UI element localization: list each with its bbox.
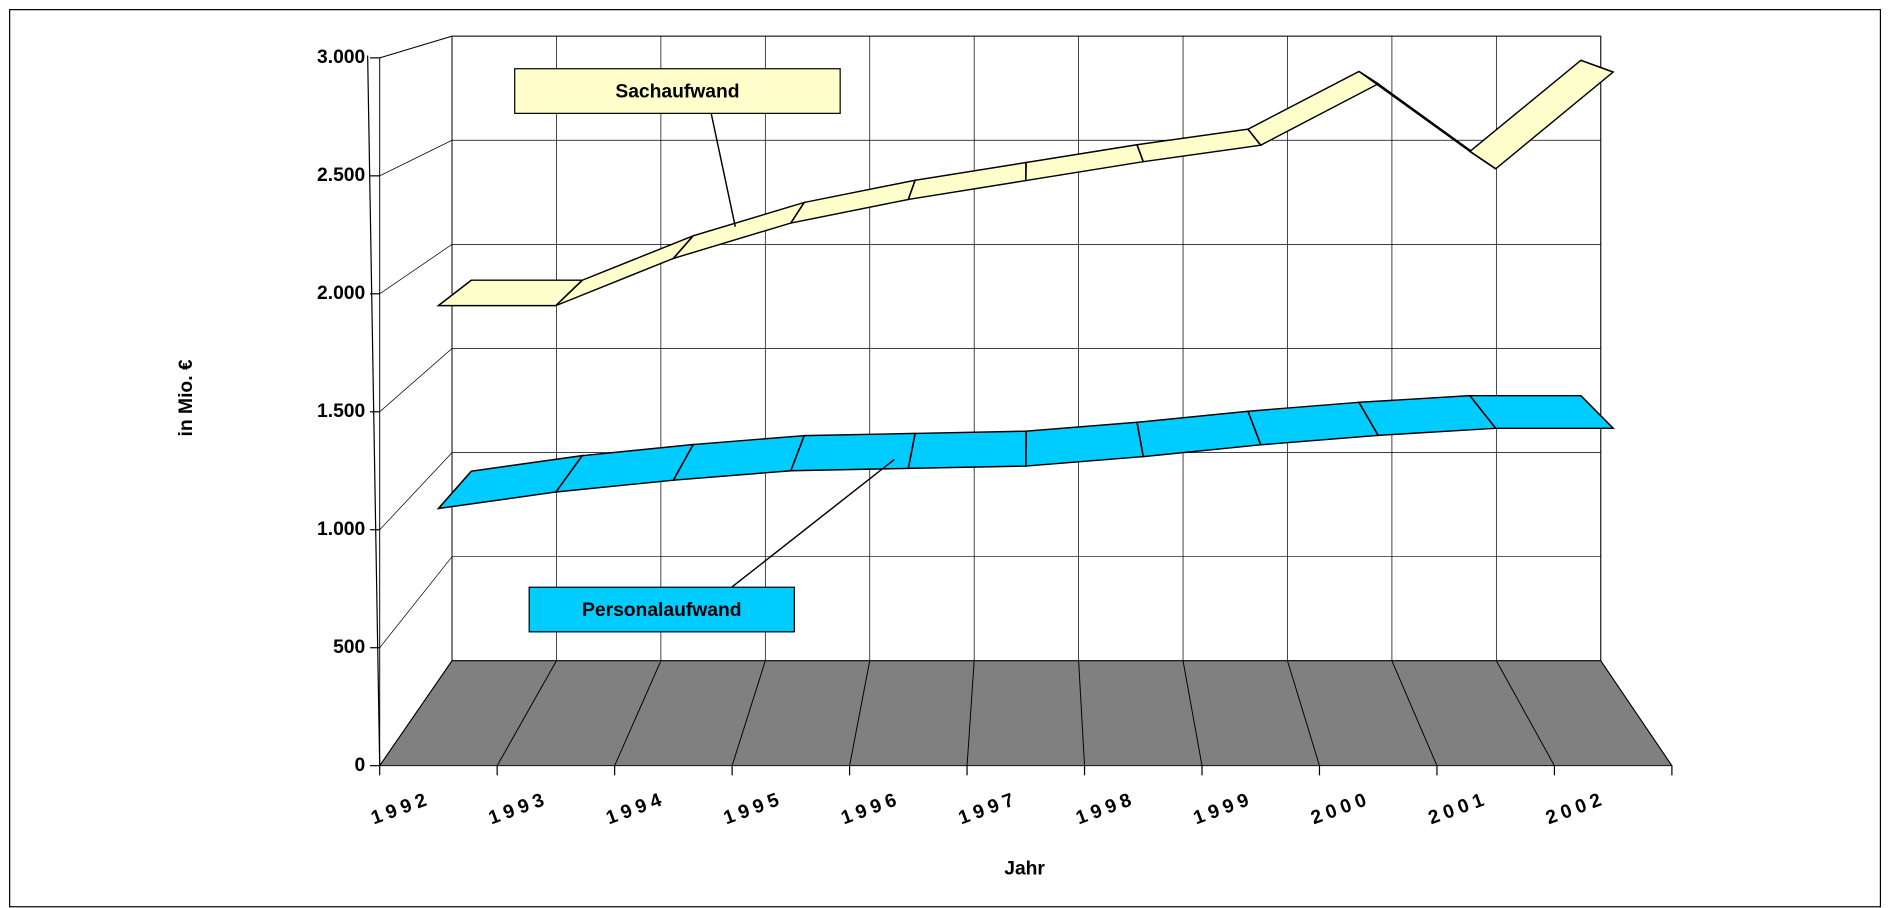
floor-line (1182, 660, 1203, 766)
y-tick-label: 2.000 (317, 283, 365, 304)
ribbon-segment (789, 432, 917, 472)
x-tick-label: 1998 (1073, 788, 1139, 829)
x-tick-label: 1994 (603, 788, 669, 829)
ribbon-vertex (1136, 144, 1144, 162)
callout-line (710, 113, 737, 227)
ribbon-vertex (1247, 128, 1262, 146)
floor-line (496, 660, 557, 766)
ribbon-vertex (1358, 401, 1379, 436)
y-tick-label: 3.000 (317, 47, 365, 68)
ribbon-vertex (790, 435, 805, 472)
y-tick-label: 1.000 (317, 519, 365, 540)
floor-line (1287, 660, 1320, 766)
ribbon-vertex (1469, 395, 1497, 429)
ribbon-vertex (1136, 422, 1144, 457)
grid-line (379, 556, 1601, 648)
x-tick-label: 2000 (1308, 788, 1374, 829)
x-tick-label: 1993 (486, 788, 552, 829)
x-tick-label: 1996 (838, 788, 904, 829)
ribbon-vertex (1580, 395, 1614, 429)
y-axis-title: in Mio. € (176, 359, 197, 436)
grid-line (379, 348, 1601, 413)
ribbon-vertex (907, 433, 916, 469)
y-axis (367, 55, 381, 766)
x-tick-label: 1999 (1191, 788, 1257, 829)
ribbon-vertex (672, 444, 694, 481)
y-tick-label: 2.500 (317, 165, 365, 186)
ribbon-vertex (1247, 410, 1262, 446)
x-tick-label: 2001 (1426, 788, 1492, 829)
x-tick-label: 1992 (368, 788, 434, 829)
floor-line (1495, 660, 1555, 766)
legend-label: Sachaufwand (615, 81, 739, 102)
floor-line (1391, 660, 1438, 766)
ribbon-vertex (1580, 59, 1614, 73)
ribbon-vertex (790, 202, 805, 224)
ribbon-segment (907, 430, 1027, 470)
legend-label: Personalaufwand (582, 600, 741, 621)
ribbon-vertex (1358, 70, 1379, 85)
floor (378, 660, 1673, 767)
grid-line (379, 244, 1601, 295)
grid-line (379, 452, 1601, 530)
ribbon-vertex (907, 180, 916, 200)
legend-box (514, 68, 841, 114)
frame (9, 9, 1882, 908)
y-tick-label: 1.500 (317, 401, 365, 422)
ribbon-vertex (555, 279, 583, 307)
ribbon-vertex (437, 470, 472, 509)
floor-line (1600, 660, 1673, 766)
ribbon-vertex (672, 235, 694, 259)
grid-line (379, 35, 1601, 59)
floor-line (614, 660, 662, 766)
ribbon-vertex (555, 455, 583, 493)
ribbon-vertex (437, 279, 472, 307)
floor-line (966, 660, 975, 766)
floor-line (379, 660, 453, 766)
floor-line (849, 660, 871, 766)
y-tick-label: 500 (333, 637, 365, 658)
x-axis-title: Jahr (1004, 858, 1045, 879)
ribbon-vertex (1469, 150, 1497, 170)
floor-line (1078, 660, 1086, 766)
x-tick-label: 1997 (956, 788, 1022, 829)
x-tick-label: 1995 (721, 788, 787, 829)
plot: 0 500 1.000 1.500 2.000 2.500 3.000 1992 1993 199… (9, 9, 1882, 908)
floor-line (731, 660, 766, 766)
legend-box (528, 586, 795, 633)
x-tick-label: 2002 (1543, 788, 1609, 829)
y-tick-label: 0 (355, 755, 366, 776)
callout-line (731, 458, 895, 588)
